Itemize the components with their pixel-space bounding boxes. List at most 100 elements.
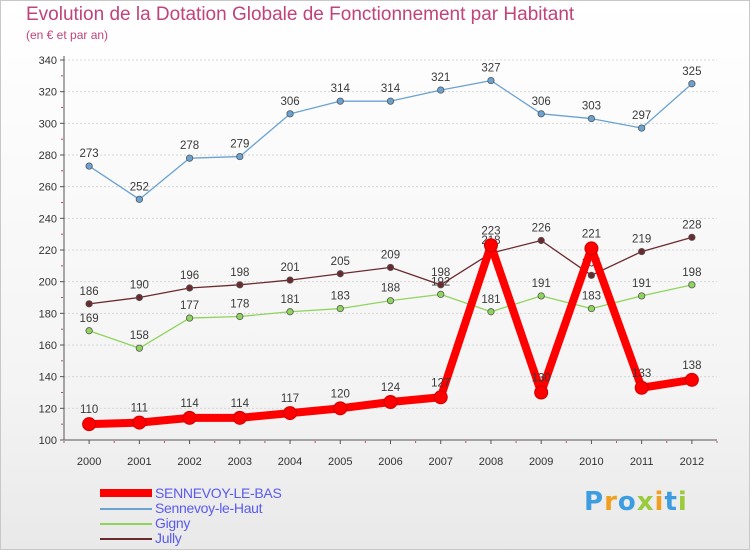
data-label: 273 <box>80 148 99 160</box>
data-point <box>333 401 348 416</box>
data-label: 177 <box>180 300 199 312</box>
y-tick-label: 260 <box>39 182 57 194</box>
y-tick-label: 100 <box>39 435 57 447</box>
data-point <box>587 271 596 279</box>
chart-subtitle: (en € et par an) <box>26 28 109 42</box>
logo-letter: t <box>664 487 678 517</box>
data-point <box>135 344 143 352</box>
data-point <box>185 154 194 162</box>
legend-label: Jully <box>155 530 182 546</box>
data-point <box>82 417 97 432</box>
data-label: 221 <box>582 228 601 240</box>
data-point <box>286 110 294 118</box>
data-point <box>587 114 596 123</box>
data-point <box>132 415 147 430</box>
x-tick-label: 2003 <box>228 456 252 468</box>
data-label: 114 <box>180 398 199 410</box>
proxiti-logo: Proxiti <box>584 487 688 517</box>
data-label: 183 <box>582 291 601 303</box>
y-tick-label: 340 <box>39 55 57 67</box>
y-tick-label: 140 <box>39 372 57 384</box>
data-label: 198 <box>431 267 450 279</box>
data-label: 186 <box>80 286 99 298</box>
data-label: 327 <box>481 63 500 75</box>
data-label: 223 <box>481 225 500 237</box>
x-tick-label: 2001 <box>127 456 151 468</box>
data-point <box>185 284 194 292</box>
data-point <box>85 300 93 308</box>
data-point <box>85 327 93 335</box>
data-point <box>236 152 244 161</box>
data-label: 124 <box>381 382 401 394</box>
data-point <box>185 314 194 322</box>
data-point <box>537 292 545 300</box>
x-tick-label: 2000 <box>77 456 101 468</box>
y-tick-label: 280 <box>39 150 57 162</box>
data-label: 120 <box>331 388 350 400</box>
chart-title: Evolution de la Dotation Globale de Fonc… <box>26 4 575 25</box>
legend-label: Gigny <box>155 515 191 531</box>
data-label: 130 <box>532 373 551 385</box>
data-point <box>135 195 143 203</box>
y-tick-label: 120 <box>39 403 57 415</box>
data-label: 178 <box>230 299 249 311</box>
data-point <box>283 406 298 421</box>
logo-letter: r <box>604 487 618 517</box>
data-label: 158 <box>130 330 149 342</box>
data-label: 138 <box>682 360 701 372</box>
y-tick-label: 240 <box>39 213 57 225</box>
data-point <box>584 241 599 256</box>
logo-letter: i <box>677 487 688 517</box>
data-point <box>537 110 545 118</box>
data-label: 209 <box>381 249 400 261</box>
data-point <box>336 304 344 313</box>
data-label: 252 <box>130 181 149 193</box>
data-point <box>638 247 646 256</box>
data-label: 110 <box>80 404 98 416</box>
data-label: 127 <box>431 377 450 389</box>
data-label: 114 <box>231 398 250 410</box>
data-label: 181 <box>481 294 500 306</box>
data-label: 228 <box>682 219 701 231</box>
data-label: 205 <box>331 256 350 268</box>
y-tick-label: 160 <box>39 340 57 352</box>
data-label: 133 <box>632 368 651 380</box>
data-point <box>483 238 498 253</box>
data-point <box>135 293 143 302</box>
legend-swatch <box>100 538 152 540</box>
data-label: 117 <box>281 393 299 405</box>
data-point <box>487 308 495 316</box>
logo-letter: i <box>654 487 665 517</box>
data-point <box>236 281 244 289</box>
data-label: 169 <box>80 313 99 325</box>
data-label: 314 <box>381 83 401 95</box>
legend-swatch <box>100 508 152 510</box>
data-label: 190 <box>130 280 149 292</box>
data-point <box>386 263 395 272</box>
data-label: 219 <box>632 234 651 246</box>
x-tick-label: 2002 <box>177 456 201 468</box>
x-tick-label: 2004 <box>278 456 302 468</box>
logo-letter: P <box>584 487 605 517</box>
data-point <box>386 97 395 105</box>
x-tick-label: 2008 <box>479 456 503 468</box>
data-point <box>232 410 247 425</box>
legend-swatch <box>100 489 152 497</box>
logo-letter: x <box>636 487 655 517</box>
data-point <box>85 162 93 170</box>
x-tick-label: 2010 <box>579 456 603 468</box>
data-point <box>587 304 596 313</box>
data-label: 198 <box>682 267 701 279</box>
data-label: 321 <box>431 72 450 84</box>
y-tick-label: 300 <box>39 118 57 130</box>
data-label: 183 <box>331 291 350 303</box>
data-label: 191 <box>532 278 551 290</box>
data-label: 201 <box>280 262 299 274</box>
data-point <box>433 390 448 405</box>
y-tick-label: 180 <box>39 308 57 320</box>
y-tick-label: 200 <box>39 277 57 289</box>
data-point <box>638 124 646 132</box>
x-tick-label: 2011 <box>630 456 654 468</box>
data-label: 279 <box>230 139 249 151</box>
data-point <box>383 395 398 409</box>
